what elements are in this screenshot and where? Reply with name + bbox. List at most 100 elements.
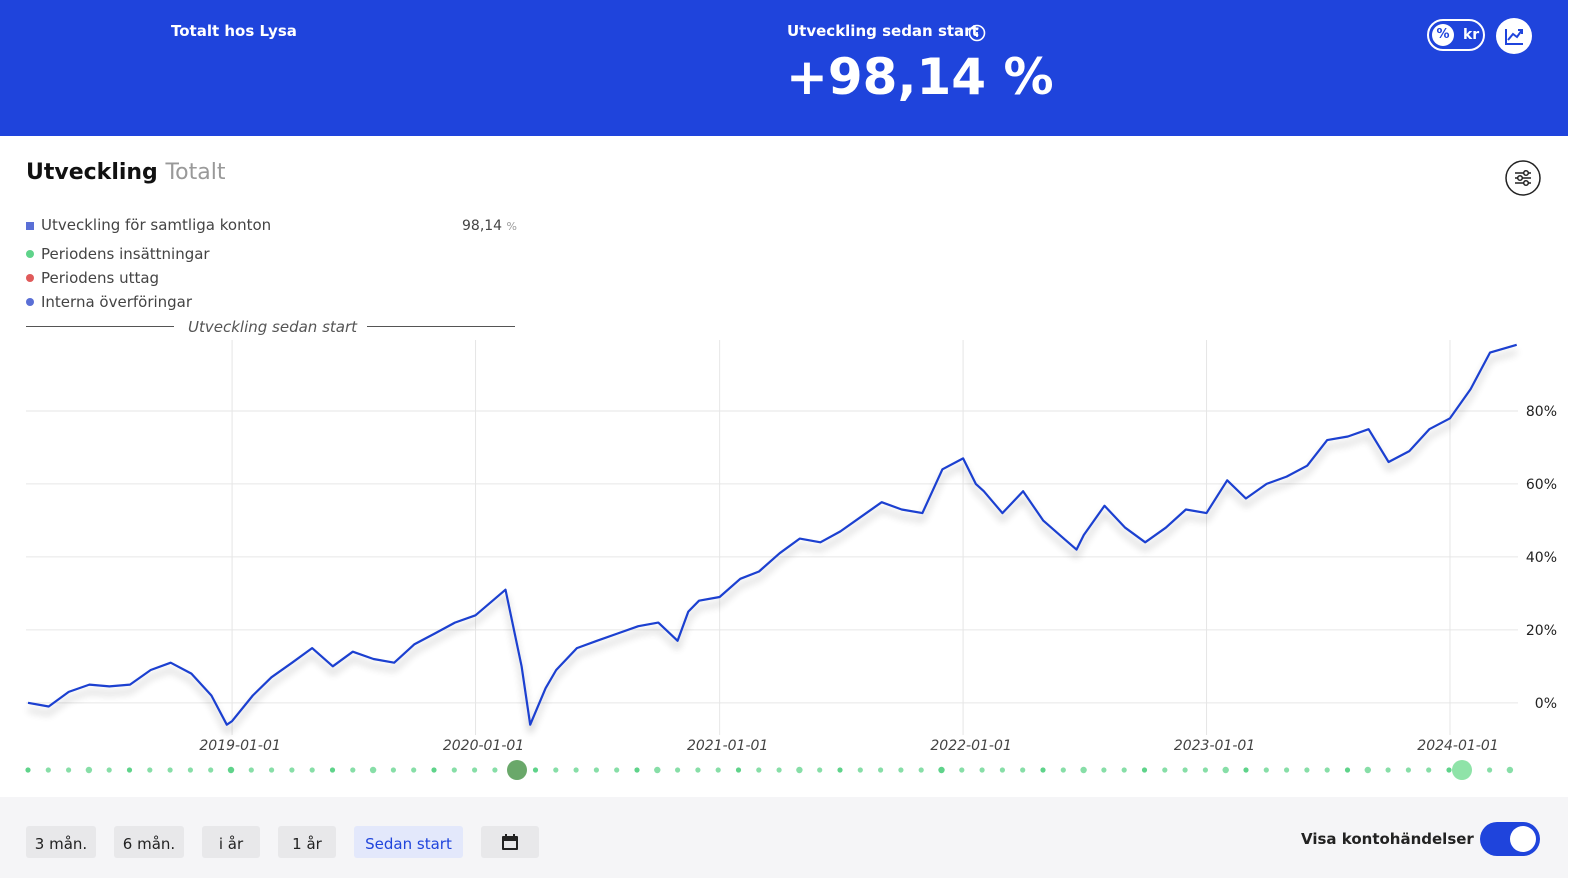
event-dot bbox=[1364, 766, 1372, 774]
event-dot bbox=[695, 767, 701, 773]
x-tick-label: 2022-01-01 bbox=[930, 738, 1011, 754]
filter-button[interactable] bbox=[1505, 160, 1541, 196]
event-dot bbox=[248, 767, 254, 773]
total-value: 98,14 % bbox=[462, 218, 517, 234]
legend-item: Periodens uttag bbox=[26, 269, 159, 287]
legend-label: Periodens insättningar bbox=[41, 245, 210, 263]
event-dot bbox=[309, 767, 315, 773]
range-button[interactable]: i år bbox=[202, 826, 260, 858]
x-tick-label: 2024-01-01 bbox=[1417, 738, 1498, 754]
range-button[interactable]: 1 år bbox=[278, 826, 336, 858]
event-dot bbox=[25, 767, 31, 773]
panel-subtitle: Totalt bbox=[165, 160, 226, 185]
event-dot bbox=[1141, 767, 1148, 773]
event-dot bbox=[66, 767, 72, 773]
header-value: +98,14 % bbox=[786, 48, 1054, 106]
toggle-percent[interactable]: % bbox=[1432, 24, 1454, 46]
y-tick-label: 80% bbox=[1526, 404, 1557, 420]
event-dot bbox=[1426, 767, 1432, 773]
panel-title-main: Utveckling bbox=[26, 160, 158, 185]
event-dot bbox=[553, 767, 559, 773]
event-dot bbox=[472, 767, 478, 773]
event-dot-large bbox=[507, 760, 527, 780]
event-dot bbox=[776, 767, 782, 773]
event-dot bbox=[878, 767, 884, 773]
event-dot bbox=[634, 767, 640, 773]
x-tick-label: 2020-01-01 bbox=[443, 738, 524, 754]
range-button[interactable]: 6 mån. bbox=[114, 826, 184, 858]
event-dot bbox=[979, 767, 985, 773]
event-dot bbox=[167, 767, 173, 773]
event-dot bbox=[147, 767, 153, 773]
x-tick-label: 2019-01-01 bbox=[199, 738, 280, 754]
event-dot bbox=[1040, 767, 1046, 773]
event-dot bbox=[1344, 767, 1351, 773]
event-dot bbox=[675, 767, 681, 773]
event-dot bbox=[1080, 766, 1087, 774]
event-dot bbox=[1385, 767, 1391, 773]
chart-view-button[interactable] bbox=[1496, 18, 1532, 54]
event-dot bbox=[431, 767, 437, 773]
range-button[interactable]: 3 mån. bbox=[26, 826, 96, 858]
event-dot bbox=[492, 767, 498, 773]
event-dot bbox=[1182, 767, 1188, 773]
divider bbox=[367, 326, 515, 327]
event-dot bbox=[1405, 767, 1411, 773]
event-dot bbox=[45, 767, 51, 773]
event-dot bbox=[1162, 767, 1168, 773]
y-tick-label: 20% bbox=[1526, 623, 1557, 639]
event-dot bbox=[1263, 767, 1269, 773]
series-line bbox=[27, 343, 1518, 726]
event-dot bbox=[1020, 767, 1026, 773]
event-dot bbox=[1324, 767, 1330, 773]
event-dot bbox=[1060, 767, 1066, 773]
event-dot bbox=[999, 767, 1006, 773]
event-dot-large bbox=[1452, 760, 1472, 780]
event-dot bbox=[126, 767, 133, 773]
x-tick-label: 2021-01-01 bbox=[687, 738, 768, 754]
event-dot bbox=[573, 767, 579, 773]
event-dot bbox=[857, 767, 863, 773]
total-number: 98,14 bbox=[462, 218, 503, 234]
event-dot bbox=[837, 767, 843, 773]
calendar-button[interactable] bbox=[481, 826, 539, 858]
total-unit: % bbox=[506, 220, 517, 233]
events-toggle[interactable] bbox=[1480, 822, 1540, 856]
event-dot bbox=[187, 767, 193, 773]
event-dot bbox=[451, 767, 457, 773]
y-tick-label: 60% bbox=[1526, 477, 1557, 493]
chart: 0% 20% 40% 60% 80% 2019-01-01 2020-01-01 2021-0… bbox=[25, 340, 1557, 780]
unit-toggle[interactable]: % kr bbox=[1427, 19, 1485, 51]
event-dot bbox=[898, 767, 904, 773]
range-button-active[interactable]: Sedan start bbox=[354, 826, 463, 858]
event-dot bbox=[654, 766, 661, 774]
toggle-kr[interactable]: kr bbox=[1463, 27, 1480, 43]
event-dot bbox=[959, 767, 965, 773]
info-icon[interactable] bbox=[967, 23, 987, 43]
event-dot bbox=[715, 767, 721, 773]
y-tick-label: 40% bbox=[1526, 550, 1557, 566]
divider-label: Utveckling sedan start bbox=[188, 318, 357, 336]
event-dot bbox=[227, 766, 235, 774]
event-dot bbox=[1202, 767, 1208, 773]
event-dot bbox=[1243, 767, 1249, 773]
calendar-icon bbox=[502, 834, 518, 850]
header-left-title: Totalt hos Lysa bbox=[171, 22, 297, 40]
event-dot bbox=[1101, 767, 1107, 773]
event-dot bbox=[735, 767, 742, 773]
legend-label: Periodens uttag bbox=[41, 269, 160, 287]
event-dot bbox=[918, 767, 924, 773]
event-dot bbox=[329, 767, 336, 773]
y-tick-label: 0% bbox=[1535, 696, 1557, 712]
x-tick-label: 2023-01-01 bbox=[1174, 738, 1255, 754]
event-dot bbox=[289, 767, 295, 773]
legend-label: Utveckling för samtliga konton bbox=[41, 216, 272, 234]
divider bbox=[26, 326, 174, 327]
legend-item: Periodens insättningar bbox=[26, 245, 210, 263]
header-center-title: Utveckling sedan start bbox=[787, 22, 979, 40]
event-dot bbox=[796, 766, 803, 774]
event-dot bbox=[390, 767, 396, 773]
legend-series: Utveckling för samtliga konton bbox=[26, 216, 271, 234]
event-dot bbox=[1487, 767, 1493, 773]
